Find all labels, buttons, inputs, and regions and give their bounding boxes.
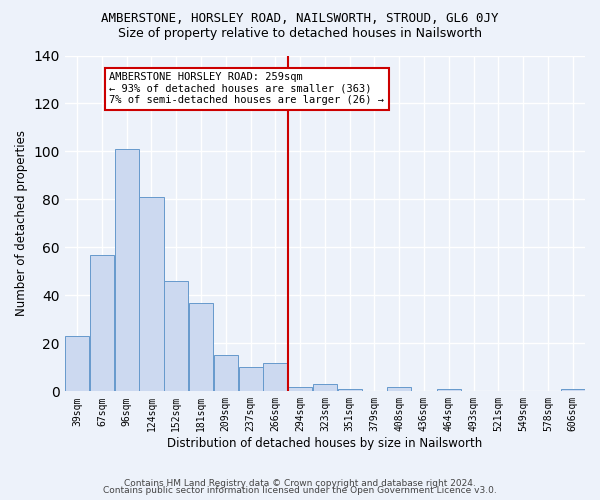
Bar: [313, 384, 337, 392]
Bar: [263, 362, 287, 392]
Text: AMBERSTONE, HORSLEY ROAD, NAILSWORTH, STROUD, GL6 0JY: AMBERSTONE, HORSLEY ROAD, NAILSWORTH, ST…: [101, 12, 499, 26]
Y-axis label: Number of detached properties: Number of detached properties: [15, 130, 28, 316]
Bar: [65, 336, 89, 392]
Bar: [139, 197, 164, 392]
Bar: [164, 281, 188, 392]
Bar: [560, 389, 584, 392]
Bar: [288, 386, 312, 392]
Bar: [239, 368, 263, 392]
Bar: [189, 302, 213, 392]
Bar: [437, 389, 461, 392]
Bar: [387, 386, 411, 392]
Bar: [90, 254, 114, 392]
Text: Size of property relative to detached houses in Nailsworth: Size of property relative to detached ho…: [118, 28, 482, 40]
Text: Contains public sector information licensed under the Open Government Licence v3: Contains public sector information licen…: [103, 486, 497, 495]
Text: Contains HM Land Registry data © Crown copyright and database right 2024.: Contains HM Land Registry data © Crown c…: [124, 478, 476, 488]
X-axis label: Distribution of detached houses by size in Nailsworth: Distribution of detached houses by size …: [167, 437, 482, 450]
Bar: [115, 149, 139, 392]
Text: AMBERSTONE HORSLEY ROAD: 259sqm
← 93% of detached houses are smaller (363)
7% of: AMBERSTONE HORSLEY ROAD: 259sqm ← 93% of…: [109, 72, 385, 106]
Bar: [214, 356, 238, 392]
Bar: [338, 389, 362, 392]
